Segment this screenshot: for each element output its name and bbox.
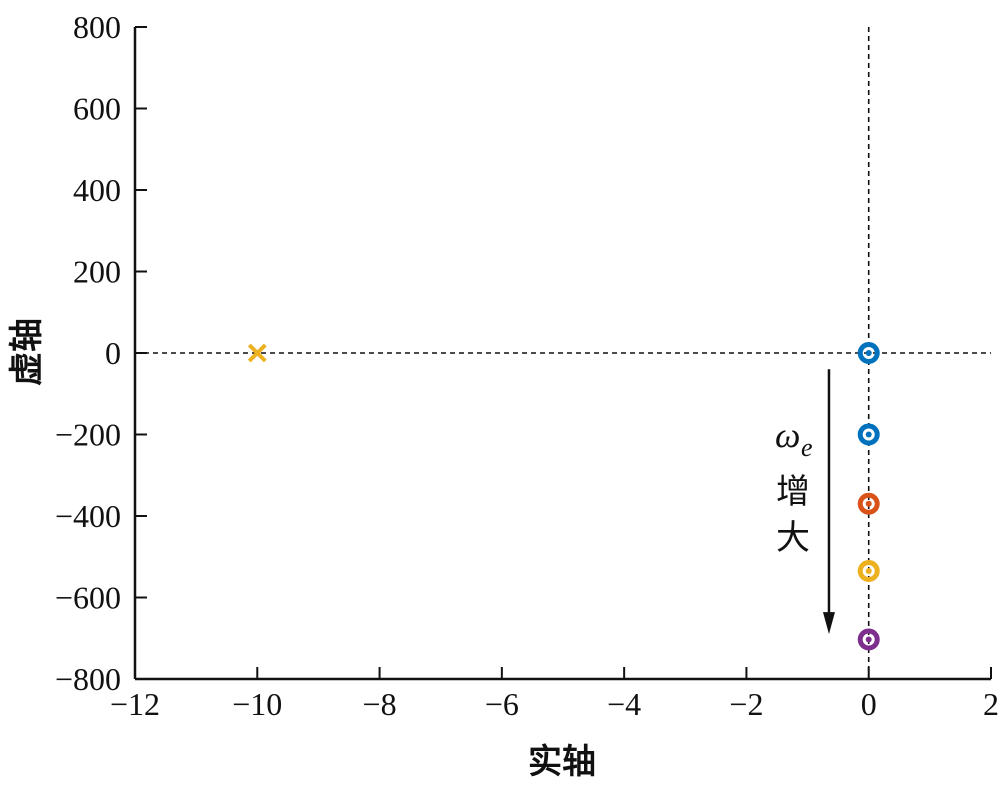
annotation-omega: ω: [775, 415, 800, 455]
annotation-arrow-head: [822, 612, 835, 635]
y-tick-label: −600: [55, 580, 121, 616]
y-tick-label: −800: [55, 661, 121, 697]
x-tick-label: −12: [110, 686, 160, 722]
annotation-subscript: e: [801, 433, 813, 462]
pole-x-marker: [247, 343, 267, 363]
y-tick-label: −400: [55, 498, 121, 534]
x-tick-label: 2: [983, 686, 999, 722]
y-axis-ticks: −800 −600 −400 −200 0 200 400 600 800: [55, 9, 147, 697]
pole-x-stroke: [247, 343, 267, 363]
annotation: ω e增大: [775, 369, 835, 635]
annotation-line1: 增: [776, 472, 810, 512]
zero-circle: [857, 342, 880, 364]
zero-center: [865, 500, 872, 507]
x-tick-label: 0: [861, 686, 877, 722]
y-tick-label: 0: [105, 335, 121, 371]
zero-center: [865, 568, 872, 575]
zero-marker: [857, 342, 880, 364]
y-tick-label: 800: [73, 9, 121, 45]
x-tick-label: −2: [729, 686, 763, 722]
zero-center: [865, 636, 872, 643]
y-axis-title: 虚轴: [7, 318, 47, 386]
data-marks: [247, 342, 880, 651]
zero-marker: [857, 492, 880, 515]
zero-circle: [857, 560, 880, 583]
x-tick-label: −8: [363, 686, 397, 722]
x-tick-label: −6: [485, 686, 519, 722]
y-tick-label: −200: [55, 417, 121, 453]
annotation-line2: 大: [776, 518, 810, 558]
zero-center: [865, 350, 872, 356]
x-tick-label: −10: [232, 686, 282, 722]
zero-circle: [857, 628, 880, 651]
zero-marker: [857, 560, 880, 583]
y-tick-label: 400: [73, 172, 121, 208]
zero-circle: [857, 423, 880, 446]
x-tick-label: −4: [607, 686, 641, 722]
zero-marker: [857, 423, 880, 446]
zero-center: [865, 431, 872, 438]
y-tick-label: 600: [73, 91, 121, 127]
zero-circle: [857, 492, 880, 515]
zero-marker: [857, 628, 880, 651]
y-tick-label: 200: [73, 254, 121, 290]
x-axis-ticks: −12 −10 −8 −6 −4 −2 0 2: [110, 667, 999, 722]
x-axis-title: 实轴: [528, 742, 596, 782]
